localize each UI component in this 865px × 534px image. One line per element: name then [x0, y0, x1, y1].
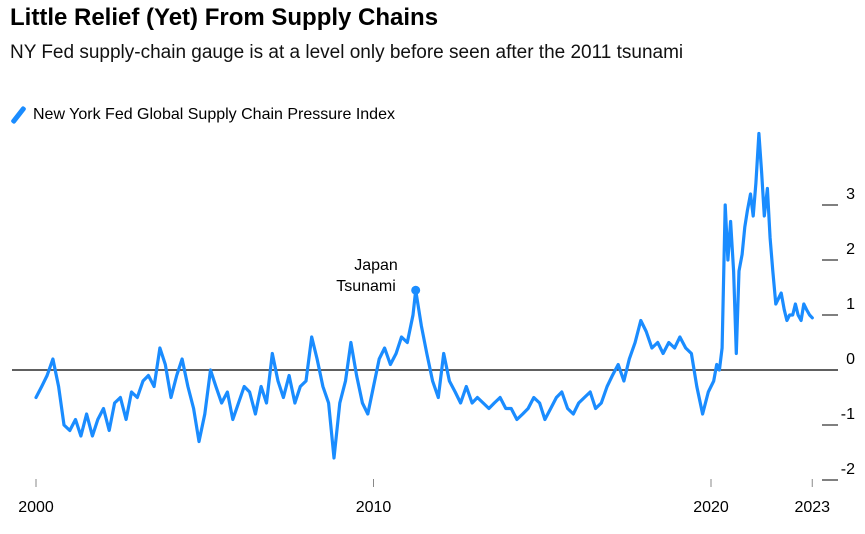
series-group	[34, 131, 814, 460]
y-tick-label: 0	[846, 351, 855, 368]
y-tick-label: -1	[841, 406, 855, 423]
annotation-line2: Tsunami	[336, 278, 396, 295]
x-tick-label: 2000	[18, 499, 54, 516]
axes-group: 3 2 1 0 -1 -2 2000 2010 2020 2023	[12, 186, 855, 516]
legend: New York Fed Global Supply Chain Pressur…	[10, 105, 395, 125]
y-tick-label: 2	[846, 241, 855, 258]
y-tick-label: -2	[841, 461, 855, 478]
y-tick-label: 3	[846, 186, 855, 203]
x-tick-label: 2023	[794, 499, 830, 516]
annotation-point	[411, 285, 421, 295]
series-line	[34, 131, 814, 460]
x-tick-label: 2020	[693, 499, 729, 516]
legend-label: New York Fed Global Supply Chain Pressur…	[33, 106, 395, 123]
chart-title: Little Relief (Yet) From Supply Chains	[10, 4, 439, 31]
y-tick-label: 1	[846, 296, 855, 313]
annotation-group: Japan Tsunami	[336, 257, 421, 295]
x-tick-label: 2010	[356, 499, 392, 516]
chart-subtitle: NY Fed supply-chain gauge is at a level …	[10, 42, 684, 63]
annotation-line1: Japan	[354, 257, 398, 274]
